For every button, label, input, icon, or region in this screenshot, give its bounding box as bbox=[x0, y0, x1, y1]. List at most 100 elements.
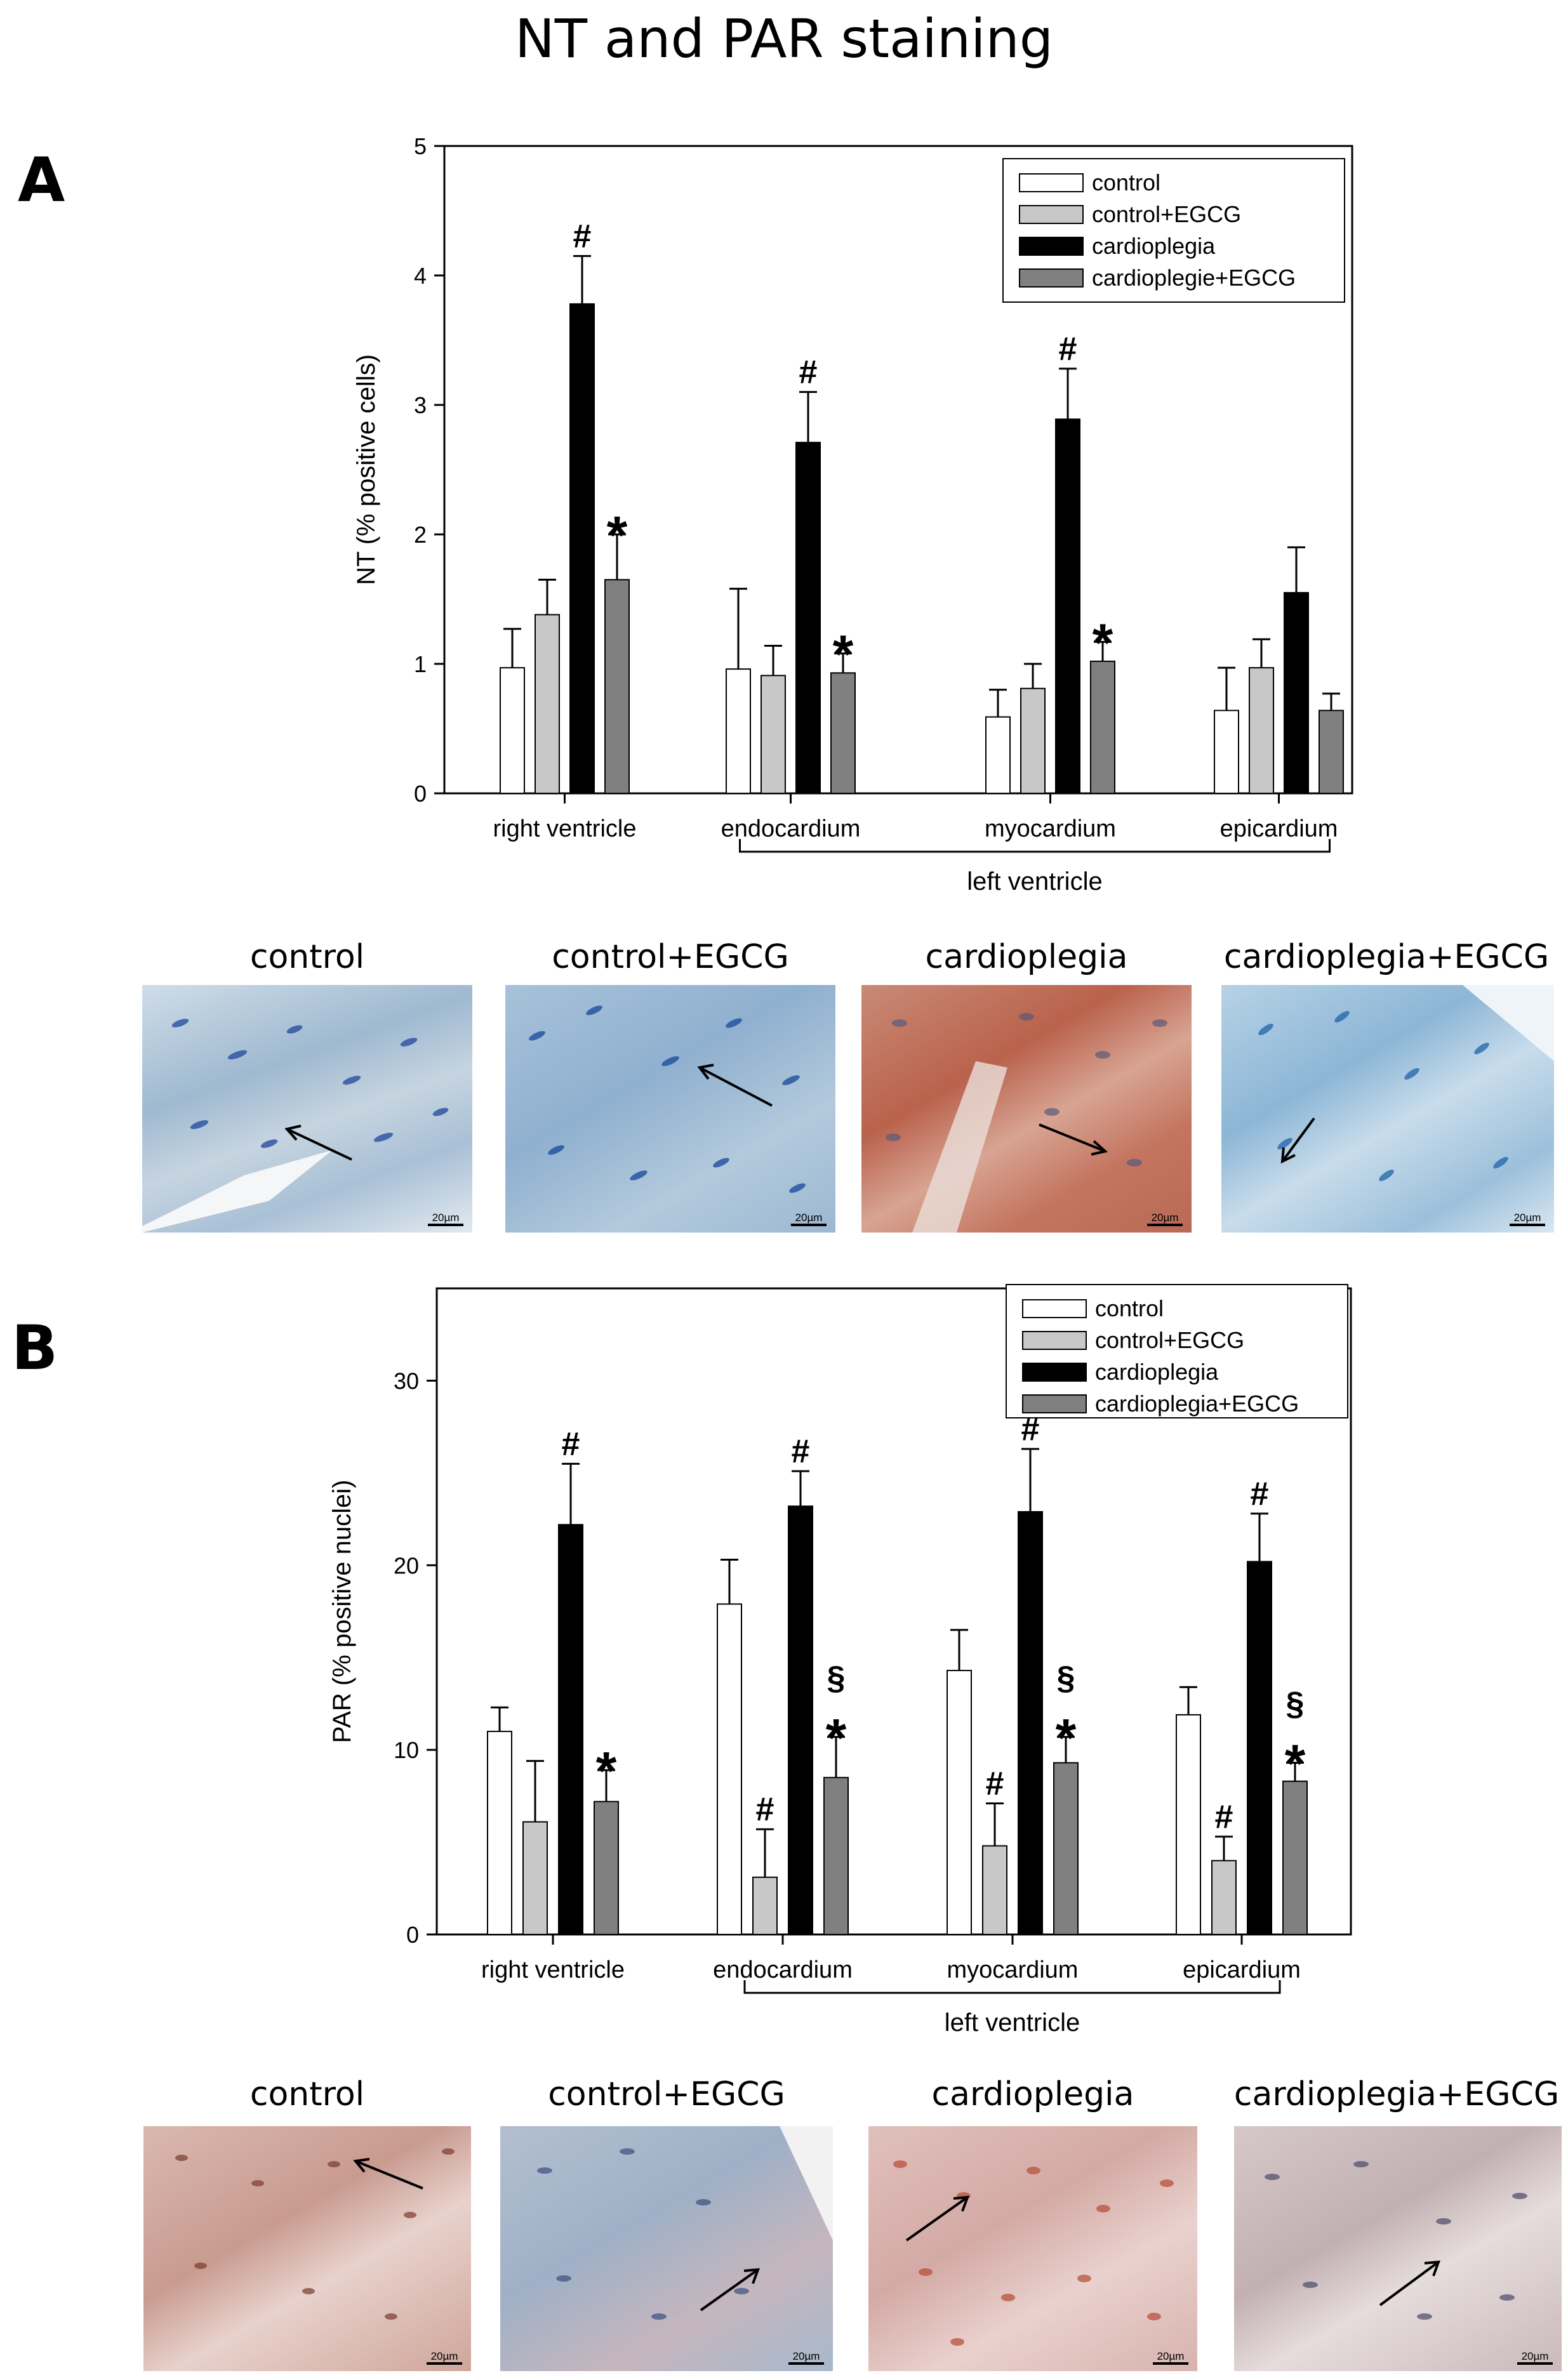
figure-title: NT and PAR staining bbox=[514, 8, 1054, 70]
significance-marker: * bbox=[1285, 1734, 1306, 1794]
nt-micrograph-cardioplegia: 20µm bbox=[861, 985, 1192, 1233]
bar bbox=[985, 716, 1011, 795]
panel-label-b: B bbox=[11, 1312, 58, 1384]
par-micrograph-label-control: control bbox=[249, 2075, 365, 2113]
scale-bar: 20µm bbox=[788, 2351, 824, 2365]
x-tick-label: epicardium bbox=[1183, 1957, 1301, 1983]
scale-bar: 20µm bbox=[427, 2351, 462, 2365]
y-tick-label: 2 bbox=[414, 522, 427, 548]
bar bbox=[1249, 667, 1274, 794]
nt-micrograph-label-control: control bbox=[249, 938, 365, 976]
scale-bar: 20µm bbox=[1147, 1212, 1183, 1226]
nt-micrograph-label-cardioplegia-egcg: cardioplegia+EGCG bbox=[1223, 938, 1550, 976]
bar bbox=[535, 614, 560, 794]
legend-swatch bbox=[1022, 1299, 1087, 1318]
significance-marker: # bbox=[799, 354, 818, 391]
significance-marker: # bbox=[792, 1433, 810, 1470]
nt-micrograph-control: 20µm bbox=[142, 985, 472, 1233]
y-tick-label: 10 bbox=[394, 1737, 419, 1763]
bar bbox=[823, 1776, 849, 1935]
legend-label: control bbox=[1095, 1295, 1164, 1321]
significance-marker: # bbox=[986, 1765, 1004, 1802]
legend-swatch bbox=[1019, 268, 1084, 288]
significance-marker: * bbox=[826, 1708, 847, 1768]
bar bbox=[1055, 418, 1080, 794]
bar bbox=[558, 1524, 583, 1936]
bar bbox=[1018, 1511, 1043, 1935]
bar bbox=[1090, 660, 1115, 794]
bar bbox=[1211, 1860, 1237, 1936]
significance-marker: § bbox=[1286, 1686, 1305, 1722]
bar bbox=[522, 1821, 548, 1935]
y-tick-label: 3 bbox=[414, 392, 427, 418]
significance-marker: * bbox=[833, 625, 854, 684]
significance-marker: * bbox=[607, 505, 628, 565]
y-tick-label: 30 bbox=[394, 1368, 419, 1394]
x-tick-label: endocardium bbox=[721, 816, 861, 842]
scale-bar: 20µm bbox=[1153, 2351, 1188, 2365]
bar bbox=[752, 1876, 778, 1935]
bar bbox=[1176, 1714, 1201, 1935]
left-ventricle-bracket bbox=[739, 839, 1331, 853]
significance-marker: # bbox=[1215, 1799, 1233, 1835]
significance-marker: § bbox=[1057, 1660, 1075, 1696]
scale-bar: 20µm bbox=[791, 1212, 827, 1226]
legend-label: control+EGCG bbox=[1092, 201, 1241, 227]
legend-swatch bbox=[1022, 1394, 1087, 1413]
bar bbox=[947, 1670, 972, 1935]
significance-marker: # bbox=[756, 1791, 774, 1828]
par-micrograph-label-cardioplegia-egcg: cardioplegia+EGCG bbox=[1233, 2075, 1560, 2113]
x-tick-label: endocardium bbox=[713, 1957, 853, 1983]
bar bbox=[604, 579, 630, 795]
bar bbox=[726, 668, 751, 794]
legend-label: cardioplegia+EGCG bbox=[1095, 1391, 1299, 1417]
y-tick-label: 0 bbox=[406, 1922, 419, 1948]
panel-label-a: A bbox=[18, 145, 65, 216]
bar bbox=[1214, 710, 1239, 794]
par-micrograph-cardioplegia-egcg: 20µm bbox=[1234, 2126, 1562, 2371]
nt-micrograph-label-cardioplegia: cardioplegia bbox=[925, 938, 1128, 976]
bar bbox=[487, 1731, 512, 1935]
bar bbox=[795, 442, 821, 795]
bar bbox=[717, 1603, 742, 1935]
y-tick-label: 20 bbox=[394, 1552, 419, 1578]
significance-marker: # bbox=[562, 1425, 580, 1462]
group-label: left ventricle bbox=[945, 2009, 1080, 2037]
nt-micrograph-cardioplegia-egcg: 20µm bbox=[1221, 985, 1554, 1233]
left-ventricle-bracket bbox=[743, 1980, 1281, 1994]
plot-frame bbox=[435, 1287, 1352, 1936]
nt-bar-chart: 0 1 2 3 4 5 NT (% positive cells) right ventric… bbox=[352, 133, 1353, 896]
bar bbox=[761, 675, 786, 794]
bar bbox=[1053, 1762, 1079, 1935]
x-tick-label: right ventricle bbox=[493, 816, 637, 842]
nt-micrograph-label-control-egcg: control+EGCG bbox=[552, 938, 789, 976]
bar bbox=[982, 1845, 1007, 1935]
bar bbox=[1284, 592, 1309, 794]
par-micrograph-cardioplegia: 20µm bbox=[868, 2126, 1197, 2371]
bar bbox=[1247, 1561, 1272, 1935]
plot-frame bbox=[443, 145, 1353, 795]
scale-bar: 20µm bbox=[1510, 1212, 1545, 1226]
legend-label: cardioplegia bbox=[1095, 1359, 1219, 1385]
significance-marker: * bbox=[1056, 1708, 1077, 1768]
bar bbox=[1319, 710, 1344, 794]
scale-bar: 20µm bbox=[1517, 2351, 1553, 2365]
y-axis-label: NT (% positive cells) bbox=[352, 354, 380, 585]
y-tick-label: 0 bbox=[414, 781, 427, 807]
y-tick-label: 1 bbox=[414, 651, 427, 677]
par-micrograph-control: 20µm bbox=[143, 2126, 471, 2371]
legend-label: control bbox=[1092, 169, 1160, 195]
y-tick-label: 5 bbox=[414, 133, 427, 159]
legend-swatch bbox=[1019, 237, 1084, 256]
scale-bar: 20µm bbox=[428, 1212, 463, 1226]
bar bbox=[788, 1505, 813, 1935]
nt-micrograph-control-egcg: 20µm bbox=[505, 985, 835, 1233]
legend-label: control+EGCG bbox=[1095, 1327, 1244, 1353]
bar bbox=[500, 667, 525, 794]
par-bar-chart: 0 10 20 30 PAR (% positive nuclei) right vent… bbox=[328, 1284, 1352, 2037]
legend-swatch bbox=[1022, 1331, 1087, 1350]
legend-swatch bbox=[1022, 1363, 1087, 1382]
significance-marker: * bbox=[1093, 612, 1113, 672]
significance-marker: * bbox=[596, 1741, 617, 1801]
significance-marker: § bbox=[827, 1660, 846, 1696]
